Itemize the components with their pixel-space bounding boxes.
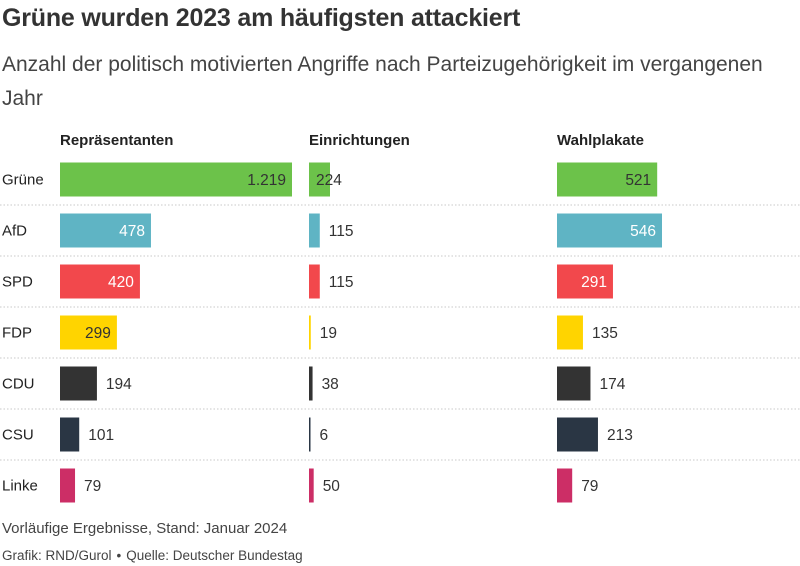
- bar: [60, 366, 97, 401]
- bar: [309, 366, 313, 401]
- data-label: 194: [106, 376, 132, 393]
- column-header-1: Einrichtungen: [309, 132, 410, 149]
- data-label: 50: [323, 478, 341, 495]
- bar: [557, 264, 613, 299]
- bar: [557, 315, 583, 350]
- data-label: 213: [607, 427, 633, 444]
- data-label: 224: [316, 172, 342, 189]
- category-label: Grüne: [2, 172, 44, 189]
- chart-subtitle: Anzahl der politisch motivierten Angriff…: [2, 53, 763, 110]
- category-label: CSU: [2, 427, 34, 444]
- bar: [557, 213, 662, 248]
- bar: [60, 417, 80, 452]
- bar: [60, 213, 151, 248]
- column-header-0: Repräsentanten: [60, 132, 173, 149]
- bar: [309, 468, 314, 503]
- bar: [309, 162, 330, 197]
- data-label: 174: [599, 376, 625, 393]
- data-label: 291: [581, 274, 607, 291]
- data-label: 299: [85, 325, 111, 342]
- bar: [557, 468, 573, 503]
- bar-chart: Repräsentanten Einrichtungen Wahlplakate Gr…: [0, 132, 800, 503]
- credit-author: Grafik: RND/Gurol: [2, 548, 112, 563]
- bar: [309, 264, 320, 299]
- bar: [557, 417, 598, 452]
- data-label: 38: [322, 376, 339, 393]
- category-label: AfD: [2, 223, 27, 240]
- bar: [309, 315, 311, 350]
- bar: [60, 315, 117, 350]
- bar: [60, 468, 76, 503]
- data-label: 1.219: [247, 172, 286, 189]
- footnote: Vorläufige Ergebnisse, Stand: Januar 202…: [2, 520, 288, 537]
- bar: [309, 213, 320, 248]
- data-label: 101: [88, 427, 114, 444]
- chart-title: Grüne wurden 2023 am häufigsten attackie…: [2, 4, 521, 32]
- data-label: 115: [329, 274, 354, 291]
- bar: [60, 264, 140, 299]
- data-label: 135: [592, 325, 618, 342]
- data-label: 79: [84, 478, 101, 495]
- data-label: 420: [108, 274, 134, 291]
- separator-dot: •: [116, 548, 122, 563]
- bar: [557, 162, 658, 197]
- category-label: SPD: [2, 274, 33, 291]
- bar: [60, 162, 292, 197]
- data-label: 521: [625, 172, 651, 189]
- column-header-2: Wahlplakate: [557, 132, 644, 149]
- data-label: 478: [119, 223, 145, 240]
- data-label: 546: [630, 223, 656, 240]
- bar: [309, 417, 311, 452]
- category-label: CDU: [2, 376, 35, 393]
- data-label: 115: [329, 223, 354, 240]
- credit-source: Quelle: Deutscher Bundestag: [126, 548, 303, 563]
- bar: [557, 366, 591, 401]
- category-label: Linke: [2, 478, 38, 495]
- category-label: FDP: [2, 325, 32, 342]
- data-label: 79: [581, 478, 598, 495]
- credit-line: Grafik: RND/Gurol • Quelle: Deutscher Bund…: [2, 548, 303, 563]
- data-label: 19: [320, 325, 337, 342]
- data-label: 6: [320, 427, 329, 444]
